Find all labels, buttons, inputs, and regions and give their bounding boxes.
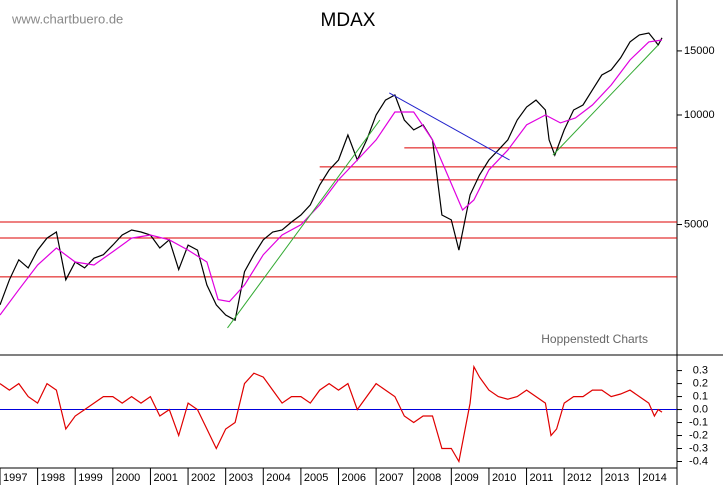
y-tick-label: -0.3 <box>689 442 708 454</box>
y-tick-label: -0.4 <box>689 455 708 467</box>
y-tick-label: 0.1 <box>693 390 708 402</box>
x-tick-label: 2000 <box>116 472 140 484</box>
series-line <box>0 32 663 322</box>
x-tick-label: 2003 <box>229 472 253 484</box>
y-tick-label: 0.3 <box>693 364 708 376</box>
x-tick-label: 2010 <box>492 472 516 484</box>
x-tick-label: 1998 <box>41 472 65 484</box>
x-tick-label: 2002 <box>191 472 215 484</box>
x-tick-label: 2005 <box>304 472 328 484</box>
x-tick-label: 2007 <box>379 472 403 484</box>
x-tick-label: 2013 <box>605 472 629 484</box>
watermark: www.chartbuero.de <box>11 11 123 26</box>
y-tick-label: 0.2 <box>693 377 708 389</box>
x-tick-label: 1999 <box>78 472 102 484</box>
trend-line <box>389 92 510 161</box>
x-tick-label: 2004 <box>266 472 290 484</box>
y-tick-label: 10000 <box>684 109 715 121</box>
x-tick-label: 2008 <box>417 472 441 484</box>
y-tick-label: -0.1 <box>689 416 708 428</box>
x-tick-label: 2014 <box>642 472 666 484</box>
source: Hoppenstedt Charts <box>541 332 648 346</box>
y-tick-label: -0.2 <box>689 429 708 441</box>
trend-line <box>227 119 381 329</box>
x-tick-label: 2006 <box>342 472 366 484</box>
x-tick-label: 1997 <box>3 472 27 484</box>
x-tick-label: 2001 <box>153 472 177 484</box>
series-line <box>0 364 663 464</box>
x-tick-label: 2009 <box>454 472 478 484</box>
chart-title: MDAX <box>321 10 376 31</box>
trend-line <box>552 44 659 156</box>
y-tick-label: 0.0 <box>693 403 708 415</box>
series-line <box>0 39 663 316</box>
y-tick-label: 15000 <box>684 45 715 57</box>
y-tick-label: 5000 <box>684 218 708 230</box>
x-tick-label: 2012 <box>567 472 591 484</box>
x-tick-label: 2011 <box>530 472 554 484</box>
